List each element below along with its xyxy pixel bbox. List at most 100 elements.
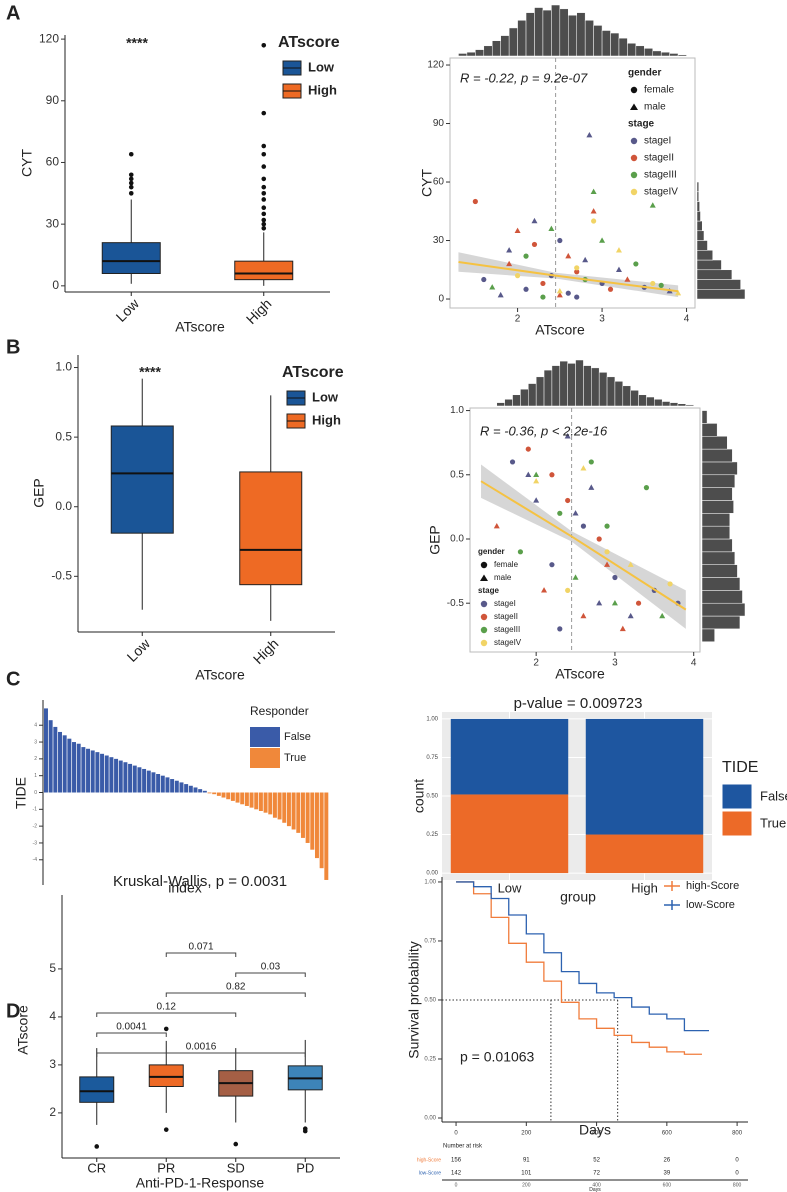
point [604, 549, 610, 555]
outlier [261, 211, 267, 217]
bar [198, 789, 203, 793]
point [574, 294, 580, 300]
y-tick-label: 90 [46, 93, 60, 107]
histogram-bar [696, 191, 699, 202]
bar-segment [585, 718, 704, 835]
histogram-bar [508, 27, 518, 57]
histogram-bar [701, 577, 741, 591]
x-axis-label: ATscore [175, 319, 225, 335]
point [604, 523, 610, 529]
histogram-bar [696, 269, 733, 280]
risk-tick-label: 600 [663, 1182, 672, 1188]
bar [48, 720, 53, 793]
comparison-label: 0.0041 [116, 1022, 147, 1033]
bar [263, 792, 268, 813]
y-tick-label: 0.75 [424, 939, 436, 945]
bar [230, 792, 235, 801]
legend-key [721, 810, 753, 837]
y-tick-label: 0.5 [55, 429, 72, 443]
point [624, 276, 631, 282]
point [533, 471, 540, 477]
point [509, 459, 516, 465]
outlier [261, 205, 267, 211]
legend-key [630, 154, 638, 162]
risk-row-label: high-Score [417, 1157, 441, 1163]
x-tick-label: High [250, 635, 282, 667]
histogram-bar [638, 394, 647, 407]
point [549, 562, 555, 568]
outlier [261, 217, 267, 223]
bar [72, 742, 77, 793]
point [590, 208, 597, 214]
legend-label: Low [312, 389, 339, 404]
y-axis-label: CYT [419, 169, 435, 197]
x-tick-label: 600 [662, 1131, 673, 1137]
legend-key [630, 171, 638, 179]
y-tick-label: 1.00 [426, 717, 438, 723]
legend-label: stageIV [494, 638, 522, 647]
point [649, 202, 656, 208]
risk-tick-label: 400 [592, 1182, 601, 1188]
x-tick-label: 3 [599, 314, 605, 325]
x-tick-label: SD [227, 1160, 245, 1175]
point [612, 574, 618, 581]
histogram-bar [593, 25, 603, 57]
y-tick-label: 0.25 [424, 1057, 436, 1063]
bar [109, 757, 114, 793]
bar [310, 792, 315, 850]
survival-curve [456, 881, 702, 1055]
box [101, 242, 161, 274]
bar [268, 792, 273, 815]
point [590, 188, 597, 194]
y-tick-label: 120 [427, 60, 444, 71]
outlier [128, 172, 134, 178]
box [148, 1064, 184, 1087]
histogram-bar [528, 383, 537, 407]
legend-title: ATscore [282, 364, 344, 381]
outlier [261, 184, 267, 190]
point [615, 266, 622, 272]
histogram-bar [542, 9, 552, 57]
point [627, 561, 634, 567]
histogram-bar [646, 396, 655, 407]
histogram-bar [696, 279, 741, 290]
outlier [128, 180, 134, 186]
histogram-bar [591, 367, 600, 407]
bar [142, 768, 147, 793]
histogram-bar [701, 564, 738, 578]
comparison-bracket [165, 992, 306, 997]
histogram-bar [610, 32, 620, 57]
histogram-bar [701, 615, 741, 630]
bar [300, 792, 305, 838]
bar-segment [585, 834, 704, 874]
histogram-bar [534, 7, 544, 57]
risk-value: 0 [735, 1158, 739, 1164]
legend-label: stageIV [644, 187, 678, 198]
point [588, 484, 595, 490]
point [525, 471, 532, 477]
point [619, 625, 626, 632]
point [667, 581, 673, 587]
bar [100, 753, 105, 793]
point [541, 587, 548, 593]
histogram-bar [483, 45, 493, 57]
histogram-bar [701, 590, 743, 604]
point [586, 132, 593, 138]
point [523, 286, 529, 292]
x-tick-label: CR [87, 1160, 106, 1175]
y-tick-label: 5 [49, 961, 56, 975]
x-tick-label: Low [124, 635, 154, 665]
y-tick-label: 3 [34, 739, 37, 745]
histogram-bar [701, 410, 708, 424]
point [565, 252, 572, 259]
point [675, 289, 682, 296]
histogram-bar [701, 487, 733, 501]
histogram-bar [614, 381, 624, 407]
legend-key [250, 727, 280, 747]
y-tick-label: 0 [34, 790, 37, 796]
legend-label: Low [308, 59, 335, 74]
bar [170, 779, 175, 793]
x-tick-label: PD [296, 1160, 314, 1175]
legend-key [630, 188, 638, 196]
histogram-bar [652, 50, 662, 57]
